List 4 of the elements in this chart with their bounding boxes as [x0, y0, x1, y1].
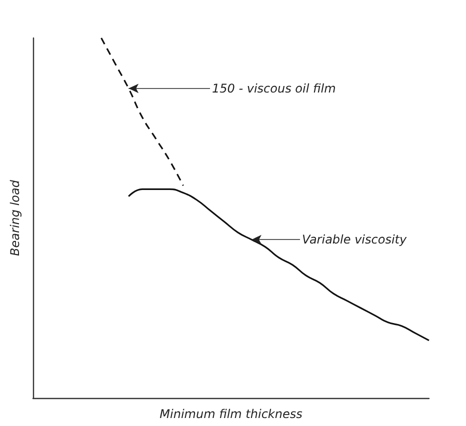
annotation: Variable viscosity — [302, 232, 408, 247]
annotation: 150 - viscous oil film — [212, 81, 336, 96]
y-axis-title: Bearing load — [8, 180, 22, 256]
x-axis-title: Minimum film thickness — [160, 407, 302, 421]
